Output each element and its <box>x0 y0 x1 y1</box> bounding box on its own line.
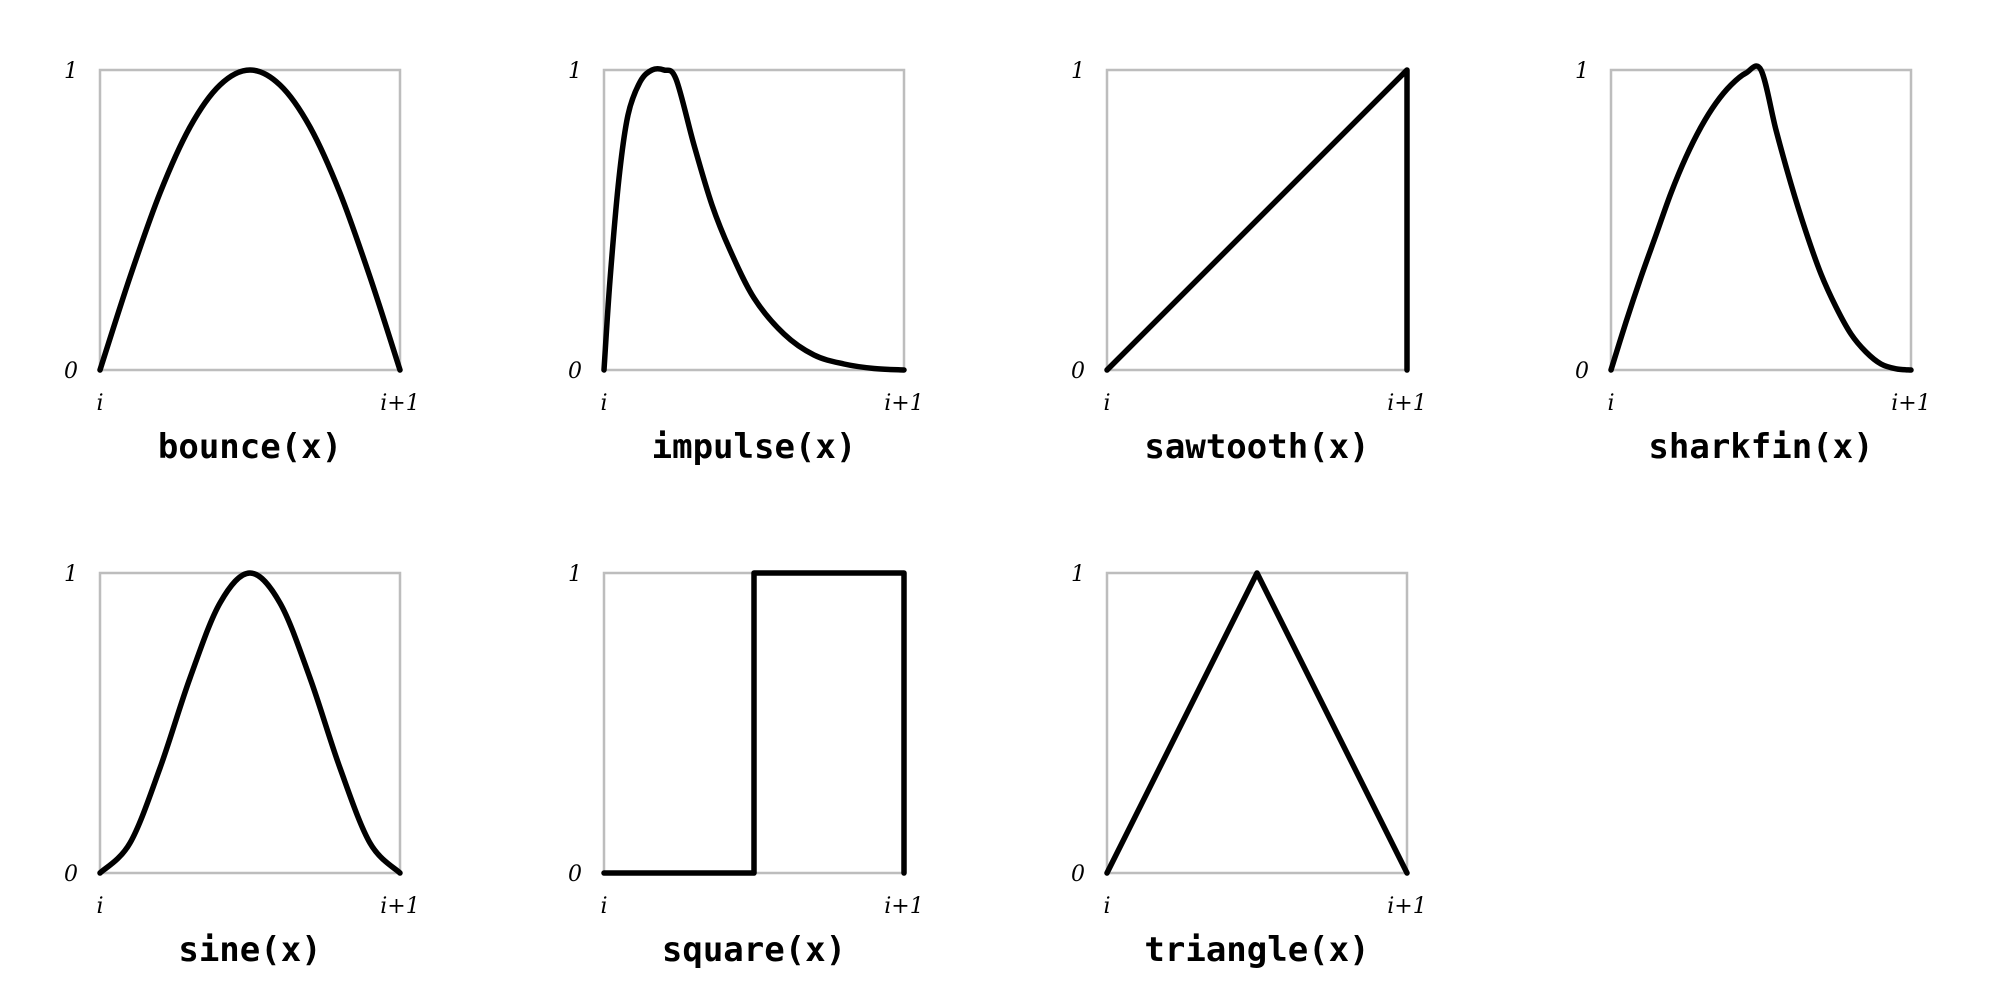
square-y-tick-top: 1 <box>568 562 582 587</box>
square-curve <box>601 570 907 876</box>
impulse-chart-title: impulse(x) <box>652 427 857 467</box>
sharkfin-y-tick-bottom: 0 <box>1575 359 1589 384</box>
sharkfin-y-tick-top: 1 <box>1575 59 1589 84</box>
sawtooth-chart: 1 0i i+1 sawtooth(x) <box>1071 59 1427 467</box>
sharkfin-chart-title: sharkfin(x) <box>1648 427 1873 467</box>
triangle-chart: 1 0i i+1 triangle(x) <box>1071 562 1427 970</box>
square-x-tick-left: i <box>600 894 607 919</box>
sine-y-tick-top: 1 <box>64 562 78 587</box>
bounce-x-tick-left: i <box>96 391 103 416</box>
impulse-x-tick-left: i <box>600 391 607 416</box>
bounce-curve <box>97 67 403 373</box>
square-chart-title: square(x) <box>662 930 846 970</box>
sharkfin-curve <box>1608 63 1914 373</box>
square-y-tick-bottom: 0 <box>568 862 582 887</box>
sawtooth-y-tick-bottom: 0 <box>1071 359 1085 384</box>
sine-y-tick-bottom: 0 <box>64 862 78 887</box>
sawtooth-curve <box>1104 67 1410 373</box>
bounce-y-tick-bottom: 0 <box>64 359 78 384</box>
square-x-tick-right: i+1 <box>884 894 923 919</box>
sawtooth-x-tick-left: i <box>1103 391 1110 416</box>
sharkfin-x-tick-left: i <box>1607 391 1614 416</box>
sawtooth-y-tick-top: 1 <box>1071 59 1085 84</box>
triangle-chart-title: triangle(x) <box>1144 930 1369 970</box>
sine-x-tick-left: i <box>96 894 103 919</box>
impulse-curve <box>601 65 907 373</box>
bounce-chart-title: bounce(x) <box>158 427 342 467</box>
sine-chart: 1 0i i+1 sine(x) <box>64 562 420 970</box>
bounce-y-tick-top: 1 <box>64 59 78 84</box>
sharkfin-plot-frame <box>1609 68 1913 372</box>
impulse-plot-frame <box>602 68 906 372</box>
impulse-chart: 1 0i i+1 impulse(x) <box>568 59 924 467</box>
bounce-x-tick-right: i+1 <box>380 391 419 416</box>
sine-curve <box>97 570 403 876</box>
sharkfin-x-tick-right: i+1 <box>1891 391 1930 416</box>
triangle-x-tick-right: i+1 <box>1387 894 1426 919</box>
sawtooth-chart-title: sawtooth(x) <box>1144 427 1369 467</box>
sine-plot-frame <box>98 571 402 875</box>
impulse-y-tick-top: 1 <box>568 59 582 84</box>
impulse-x-tick-right: i+1 <box>884 391 923 416</box>
sine-x-tick-right: i+1 <box>380 894 419 919</box>
triangle-plot-frame <box>1105 571 1409 875</box>
triangle-x-tick-left: i <box>1103 894 1110 919</box>
triangle-y-tick-top: 1 <box>1071 562 1085 587</box>
bounce-plot-frame <box>98 68 402 372</box>
triangle-curve <box>1104 570 1410 876</box>
sawtooth-x-tick-right: i+1 <box>1387 391 1426 416</box>
square-chart: 1 0i i+1 square(x) <box>568 562 924 970</box>
triangle-y-tick-bottom: 0 <box>1071 862 1085 887</box>
sine-chart-title: sine(x) <box>178 930 321 970</box>
bounce-chart: 1 0i i+1 bounce(x) <box>64 59 420 467</box>
impulse-y-tick-bottom: 0 <box>568 359 582 384</box>
sharkfin-chart: 1 0i i+1 sharkfin(x) <box>1575 59 1931 467</box>
